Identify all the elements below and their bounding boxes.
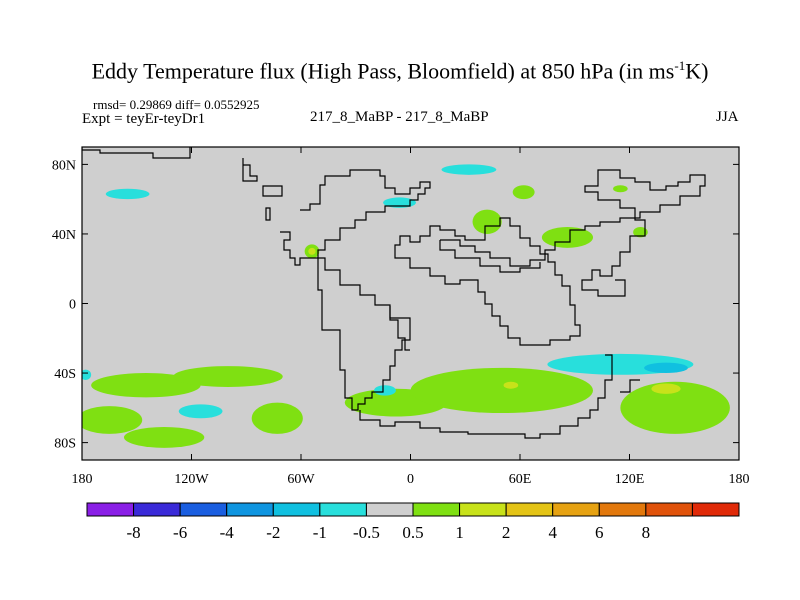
colorbar-swatch [598, 502, 647, 517]
colorbar-label: 0.5 [402, 523, 423, 542]
title-main: Eddy Temperature flux (High Pass, Bloomf… [91, 58, 675, 84]
coastline-eurasia [394, 169, 706, 346]
coastline-africa [389, 306, 410, 351]
y-tick-label: 80S [54, 437, 76, 452]
colorbar-label: 6 [595, 523, 604, 542]
patch-arctic-blue [441, 164, 497, 175]
x-tick-label: 120W [174, 472, 209, 487]
patch-south-pacific-band [173, 366, 283, 387]
colorbar-label: -4 [220, 523, 235, 542]
patch-south-indian [410, 367, 593, 414]
colorbar-swatch [365, 502, 414, 517]
colorbar-swatch [505, 502, 554, 517]
patch-pacific-coast [82, 369, 92, 381]
x-tick-label: 180 [729, 472, 750, 487]
patch-south-pacific-west [91, 373, 201, 398]
colorbar-swatch [226, 502, 274, 517]
patch-asia-north [613, 185, 628, 193]
coastline-south-america [317, 257, 411, 411]
colorbar-swatch [552, 502, 600, 517]
colorbar-swatch [459, 502, 507, 517]
colorbar-label: -0.5 [353, 523, 380, 542]
patch-north-america-core [308, 247, 316, 255]
title-tail: K) [685, 58, 709, 84]
coastline-asia-interior [439, 240, 541, 273]
y-tick-label: 40N [52, 228, 76, 243]
colorbar-label: 8 [642, 523, 651, 542]
patch-north-pacific-east [105, 188, 150, 200]
patch-south-pacific-low [123, 426, 205, 448]
patch-indian-ocean-core [644, 362, 688, 374]
colorbar-label: -6 [173, 523, 187, 542]
colorbar-swatch [319, 502, 367, 517]
x-tick-label: 180 [72, 472, 93, 487]
stats-label: rmsd= 0.29869 diff= 0.0552925 [93, 97, 260, 112]
difference-label: 217_8_MaBP - 217_8_MaBP [310, 109, 489, 125]
coastline-australia [359, 354, 613, 439]
chart-title: Eddy Temperature flux (High Pass, Bloomf… [0, 58, 800, 84]
season-label: JJA [716, 109, 739, 125]
patch-south-pacific-far [82, 406, 143, 434]
patch-siberia-north [512, 185, 535, 200]
title-superscript: -1 [674, 58, 686, 73]
coastline-alaska [242, 158, 258, 182]
patch-west-asia [472, 209, 502, 234]
colorbar-label: -8 [126, 523, 140, 542]
x-tick-label: 120E [615, 472, 645, 487]
colorbar-label: 1 [455, 523, 464, 542]
colorbar-swatch [691, 502, 740, 517]
coastline-hudson [262, 185, 283, 197]
y-tick-label: 40S [54, 367, 76, 382]
coastline-arctic [82, 147, 191, 159]
patch-south-pacific-blue [178, 404, 223, 419]
patch-barents-blue [383, 197, 416, 208]
colorbar-label: -2 [266, 523, 280, 542]
y-tick-label: 0 [69, 298, 76, 313]
colorbar-swatch [86, 502, 135, 517]
colorbar-swatch [412, 502, 461, 517]
x-tick-label: 0 [407, 472, 414, 487]
coastline-north-america [265, 169, 431, 266]
x-tick-label: 60E [509, 472, 532, 487]
patch-australia-south [620, 381, 730, 434]
patch-south-east-pacific [251, 402, 303, 434]
colorbar-swatch [179, 502, 228, 517]
experiment-label: Expt = teyEr-teyDr1 [82, 111, 206, 127]
colorbar-swatch [133, 502, 181, 517]
colorbar-swatch [645, 502, 693, 517]
y-tick-label: 80N [52, 158, 76, 173]
colorbar-label: 2 [502, 523, 511, 542]
colorbar-label: 4 [548, 523, 557, 542]
x-tick-label: 60W [287, 472, 315, 487]
patch-south-atlantic-blue [374, 385, 396, 396]
coastline-antarctica-east [620, 379, 640, 393]
patch-east-asia [633, 226, 648, 238]
colorbar-swatch [272, 502, 321, 517]
patch-australia-core [651, 383, 681, 394]
colorbar-label: -1 [313, 523, 327, 542]
patch-south-indian-core [503, 381, 519, 389]
